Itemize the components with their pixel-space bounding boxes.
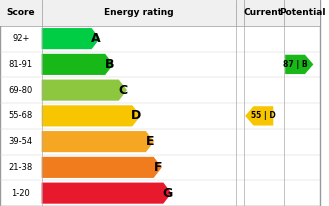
Text: 92+: 92+ [12, 34, 30, 43]
Text: Potential: Potential [279, 8, 325, 17]
Text: Score: Score [7, 8, 35, 17]
Bar [0, 0, 320, 26]
Text: A: A [91, 32, 101, 45]
Polygon shape [42, 54, 114, 75]
Text: D: D [131, 109, 141, 122]
Text: Current: Current [244, 8, 283, 17]
Text: 21-38: 21-38 [9, 163, 33, 172]
Text: 55 | D: 55 | D [251, 111, 276, 120]
Polygon shape [42, 157, 162, 178]
Polygon shape [42, 80, 127, 101]
Polygon shape [245, 106, 273, 125]
Polygon shape [42, 183, 171, 204]
Polygon shape [42, 131, 154, 152]
Text: E: E [146, 135, 154, 148]
Text: B: B [105, 58, 114, 71]
Text: 1-20: 1-20 [12, 189, 30, 198]
Polygon shape [42, 105, 140, 126]
Text: 81-91: 81-91 [9, 60, 33, 69]
Text: 69-80: 69-80 [9, 86, 33, 95]
Text: 87 | B: 87 | B [283, 60, 307, 69]
Text: G: G [162, 187, 172, 200]
Text: Energy rating: Energy rating [104, 8, 173, 17]
Polygon shape [285, 55, 313, 74]
Text: C: C [118, 84, 127, 97]
Polygon shape [42, 28, 100, 49]
Text: F: F [154, 161, 162, 174]
Text: 55-68: 55-68 [9, 111, 33, 120]
Text: 39-54: 39-54 [9, 137, 33, 146]
